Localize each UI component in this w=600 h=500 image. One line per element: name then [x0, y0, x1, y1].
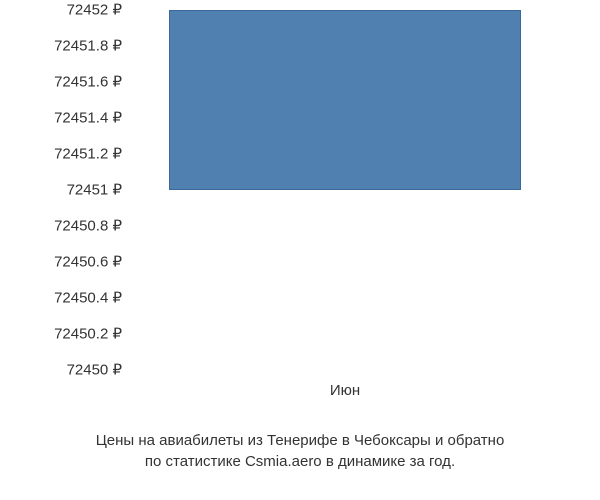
chart-caption: Цены на авиабилеты из Тенерифе в Чебокса… [0, 430, 600, 472]
x-axis-label: Июн [330, 382, 360, 399]
plot-area: Июн [130, 10, 560, 370]
y-tick-label: 72451.8 ₽ [0, 39, 122, 54]
y-tick-label: 72451.2 ₽ [0, 147, 122, 162]
y-tick-label: 72451.4 ₽ [0, 111, 122, 126]
bar [169, 10, 522, 190]
y-tick-label: 72451.6 ₽ [0, 75, 122, 90]
y-tick-label: 72450 ₽ [0, 363, 122, 378]
caption-line1: Цены на авиабилеты из Тенерифе в Чебокса… [96, 432, 505, 449]
y-tick-label: 72450.4 ₽ [0, 291, 122, 306]
y-tick-label: 72451 ₽ [0, 183, 122, 198]
caption-line2: по статистике Csmia.aero в динамике за г… [145, 453, 455, 470]
y-tick-label: 72450.8 ₽ [0, 219, 122, 234]
y-tick-label: 72450.2 ₽ [0, 327, 122, 342]
y-tick-label: 72452 ₽ [0, 3, 122, 18]
y-tick-label: 72450.6 ₽ [0, 255, 122, 270]
price-chart: 72452 ₽ 72451.8 ₽ 72451.6 ₽ 72451.4 ₽ 72451.… [0, 0, 600, 500]
